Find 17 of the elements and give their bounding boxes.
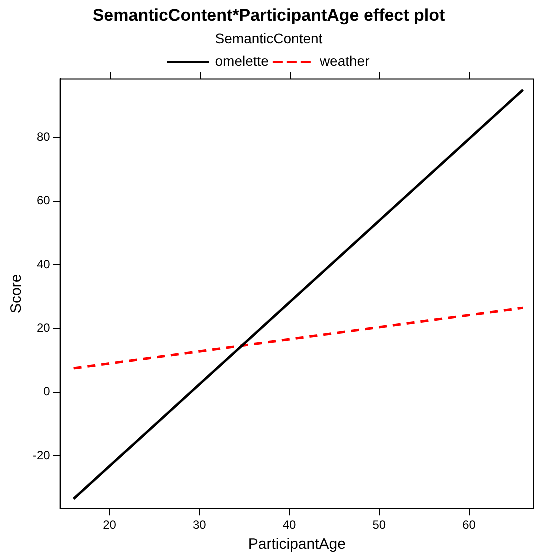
x-tick-label: 40 — [282, 518, 297, 532]
y-tick-label: 80 — [36, 130, 51, 144]
x-axis-title: ParticipantAge — [248, 536, 346, 554]
y-tick-label: -20 — [33, 448, 51, 462]
y-tick-label: 40 — [36, 257, 51, 272]
y-axis-title: Score — [8, 274, 26, 314]
y-tick-label: 20 — [36, 321, 51, 336]
legend-label: omelette — [215, 53, 270, 70]
legend-label: weather — [318, 53, 370, 70]
x-tick-label: 50 — [372, 518, 386, 532]
y-tick-label: 0 — [44, 384, 51, 399]
legend-title: SemanticContent — [215, 30, 323, 46]
x-tick-label: 60 — [462, 518, 476, 532]
y-tick-label: 60 — [36, 194, 51, 208]
x-tick-label: 30 — [192, 518, 207, 532]
chart-title: SemanticContent*ParticipantAge effect plot — [92, 6, 446, 25]
x-tick-label: 20 — [103, 518, 117, 532]
